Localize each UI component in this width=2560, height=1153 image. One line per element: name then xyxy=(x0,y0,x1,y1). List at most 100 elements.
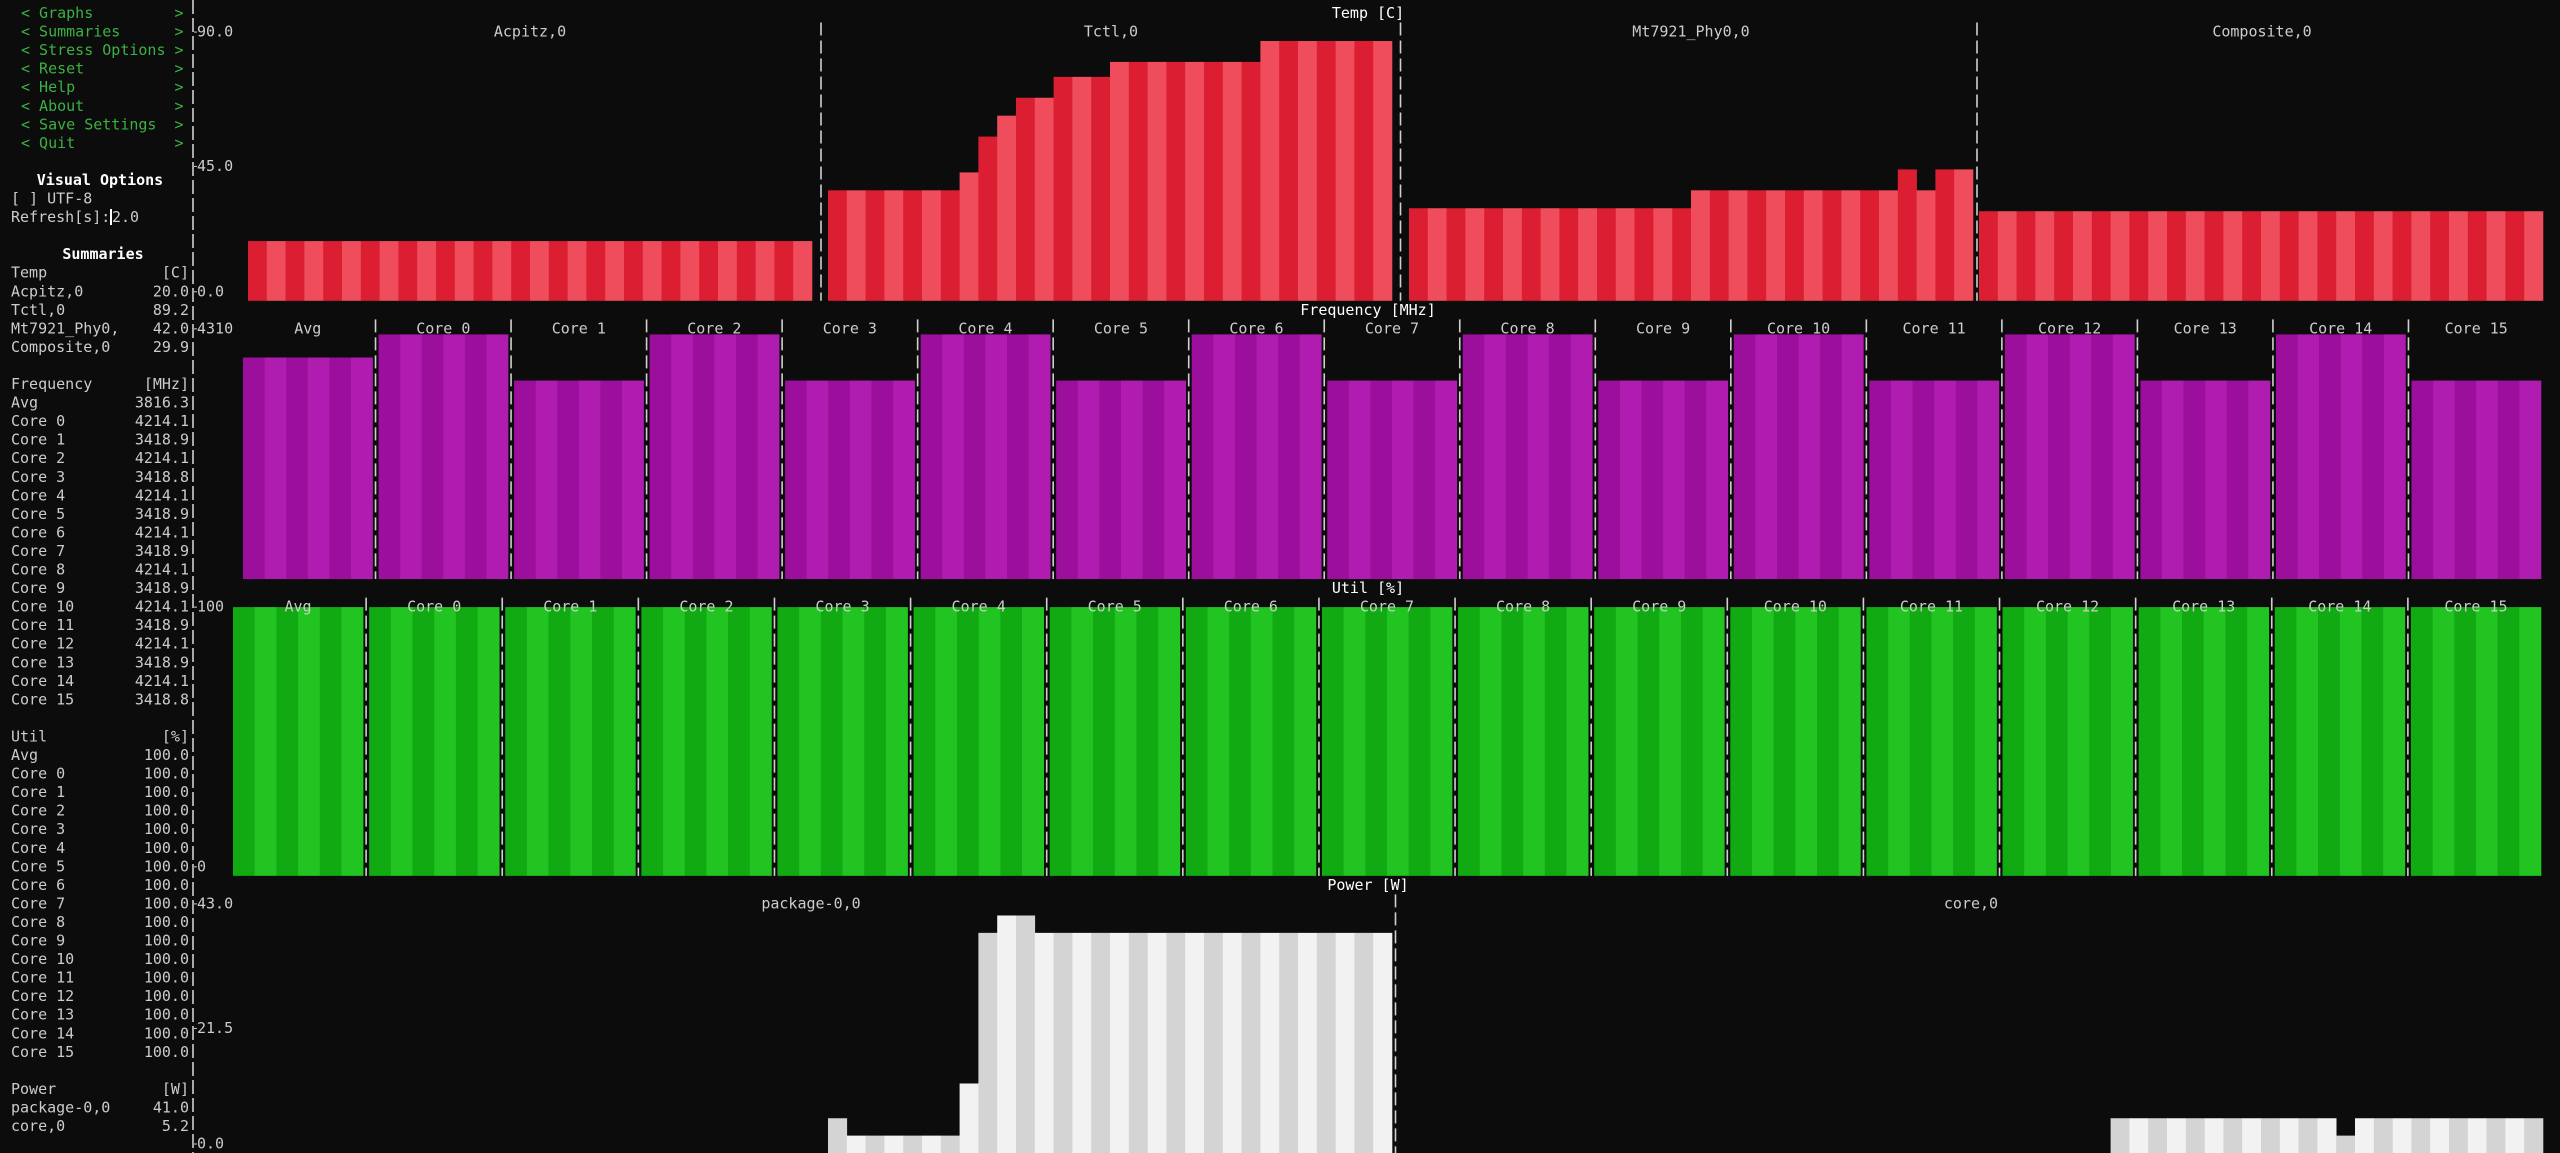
panel-label: Core 4 xyxy=(958,319,1012,337)
bar xyxy=(884,1135,904,1153)
summary-section-name: Temp xyxy=(11,264,47,282)
summary-name: Core 4 xyxy=(11,486,65,504)
bar xyxy=(2167,211,2187,301)
panel-label: Core 13 xyxy=(2172,598,2235,616)
bar xyxy=(735,334,758,580)
bar xyxy=(464,334,487,580)
bar xyxy=(2449,211,2469,301)
bar xyxy=(2035,211,2055,301)
bar xyxy=(548,607,571,876)
summary-value: 3816.3 xyxy=(135,394,189,412)
bar xyxy=(2430,211,2450,301)
refresh-value[interactable]: 2.0 xyxy=(112,208,139,226)
panel-label: Core 12 xyxy=(2036,598,2099,616)
summary-name: Core 15 xyxy=(11,690,74,708)
bar xyxy=(443,334,466,580)
menu-item[interactable]: < About > xyxy=(21,97,184,115)
panel-label: Core 1 xyxy=(552,319,606,337)
bar xyxy=(774,241,794,301)
utf8-checkbox[interactable]: [ ] UTF-8 xyxy=(11,190,92,208)
bar xyxy=(864,607,887,876)
panel-label: Avg xyxy=(294,319,321,337)
menu-item[interactable]: < Reset > xyxy=(21,60,184,78)
bar xyxy=(2383,607,2406,876)
bar xyxy=(266,241,286,301)
summary-value: 100.0 xyxy=(144,857,189,875)
bar xyxy=(871,380,894,580)
bar xyxy=(2203,607,2226,876)
bar xyxy=(2476,380,2499,580)
bar xyxy=(613,607,636,876)
menu-item[interactable]: < Quit > xyxy=(21,134,184,152)
bar xyxy=(1093,607,1116,876)
bar xyxy=(2411,1118,2431,1153)
bar xyxy=(570,607,593,876)
summary-name: Acpitz,0 xyxy=(11,282,83,300)
panel-label: Core 7 xyxy=(1365,319,1419,337)
bar xyxy=(341,607,364,876)
y-tick-label: 0.0 xyxy=(197,1135,224,1153)
summary-value: 3418.8 xyxy=(135,468,189,486)
bar xyxy=(492,241,512,301)
bar xyxy=(1977,380,2000,580)
bar xyxy=(1866,607,1889,876)
y-tick-label: 4310 xyxy=(197,319,233,337)
bar xyxy=(2486,1118,2506,1153)
bar xyxy=(1298,932,1318,1153)
menu-item[interactable]: < Save Settings > xyxy=(21,115,184,133)
summary-value: 4214.1 xyxy=(135,523,189,541)
bar xyxy=(2004,334,2027,580)
bar xyxy=(1505,334,1528,580)
bar xyxy=(1465,208,1485,301)
menu-item[interactable]: < Help > xyxy=(21,78,184,96)
bar xyxy=(2261,1118,2281,1153)
bar xyxy=(2129,1118,2149,1153)
bar xyxy=(828,380,851,580)
bar xyxy=(379,241,399,301)
bar xyxy=(1615,607,1638,876)
bar xyxy=(2073,211,2093,301)
panel-label: Core 15 xyxy=(2445,319,2508,337)
panel-label: Core 0 xyxy=(416,319,470,337)
bar xyxy=(1213,334,1236,580)
summary-section-name: Util xyxy=(11,727,47,745)
summary-name: Core 8 xyxy=(11,561,65,579)
summary-name: Core 11 xyxy=(11,969,74,987)
summary-value: 100.0 xyxy=(144,913,189,931)
bar xyxy=(2410,607,2433,876)
menu-item[interactable]: < Stress Options > xyxy=(21,41,184,59)
bar xyxy=(2160,607,2183,876)
panel-label: Core 11 xyxy=(1903,319,1966,337)
bar xyxy=(2204,1118,2224,1153)
bar xyxy=(1071,607,1094,876)
bar xyxy=(1077,380,1100,580)
panel-label: Core 5 xyxy=(1094,319,1148,337)
bar xyxy=(2433,380,2455,580)
bar xyxy=(920,334,943,580)
bar xyxy=(1316,932,1336,1153)
bar xyxy=(1147,61,1167,301)
menu-item[interactable]: < Summaries > xyxy=(21,23,184,41)
bar xyxy=(417,241,437,301)
bar xyxy=(2355,211,2375,301)
bar xyxy=(728,607,751,876)
bar xyxy=(1619,380,1642,580)
bar xyxy=(1016,915,1036,1153)
bar xyxy=(1348,380,1371,580)
bar xyxy=(514,380,536,580)
bar xyxy=(1597,208,1617,301)
bar xyxy=(2373,211,2393,301)
bar xyxy=(1034,97,1054,301)
panel-label: Composite,0 xyxy=(2212,23,2311,41)
bar xyxy=(865,1135,885,1153)
bar xyxy=(1207,607,1230,876)
menu-item[interactable]: < Graphs > xyxy=(21,4,184,22)
bar xyxy=(535,380,558,580)
bar xyxy=(1544,607,1567,876)
bar xyxy=(486,334,509,580)
bar xyxy=(1110,61,1130,301)
summary-value: 4214.1 xyxy=(135,486,189,504)
bar xyxy=(304,241,324,301)
bar xyxy=(649,334,672,580)
bar xyxy=(2449,1118,2469,1153)
